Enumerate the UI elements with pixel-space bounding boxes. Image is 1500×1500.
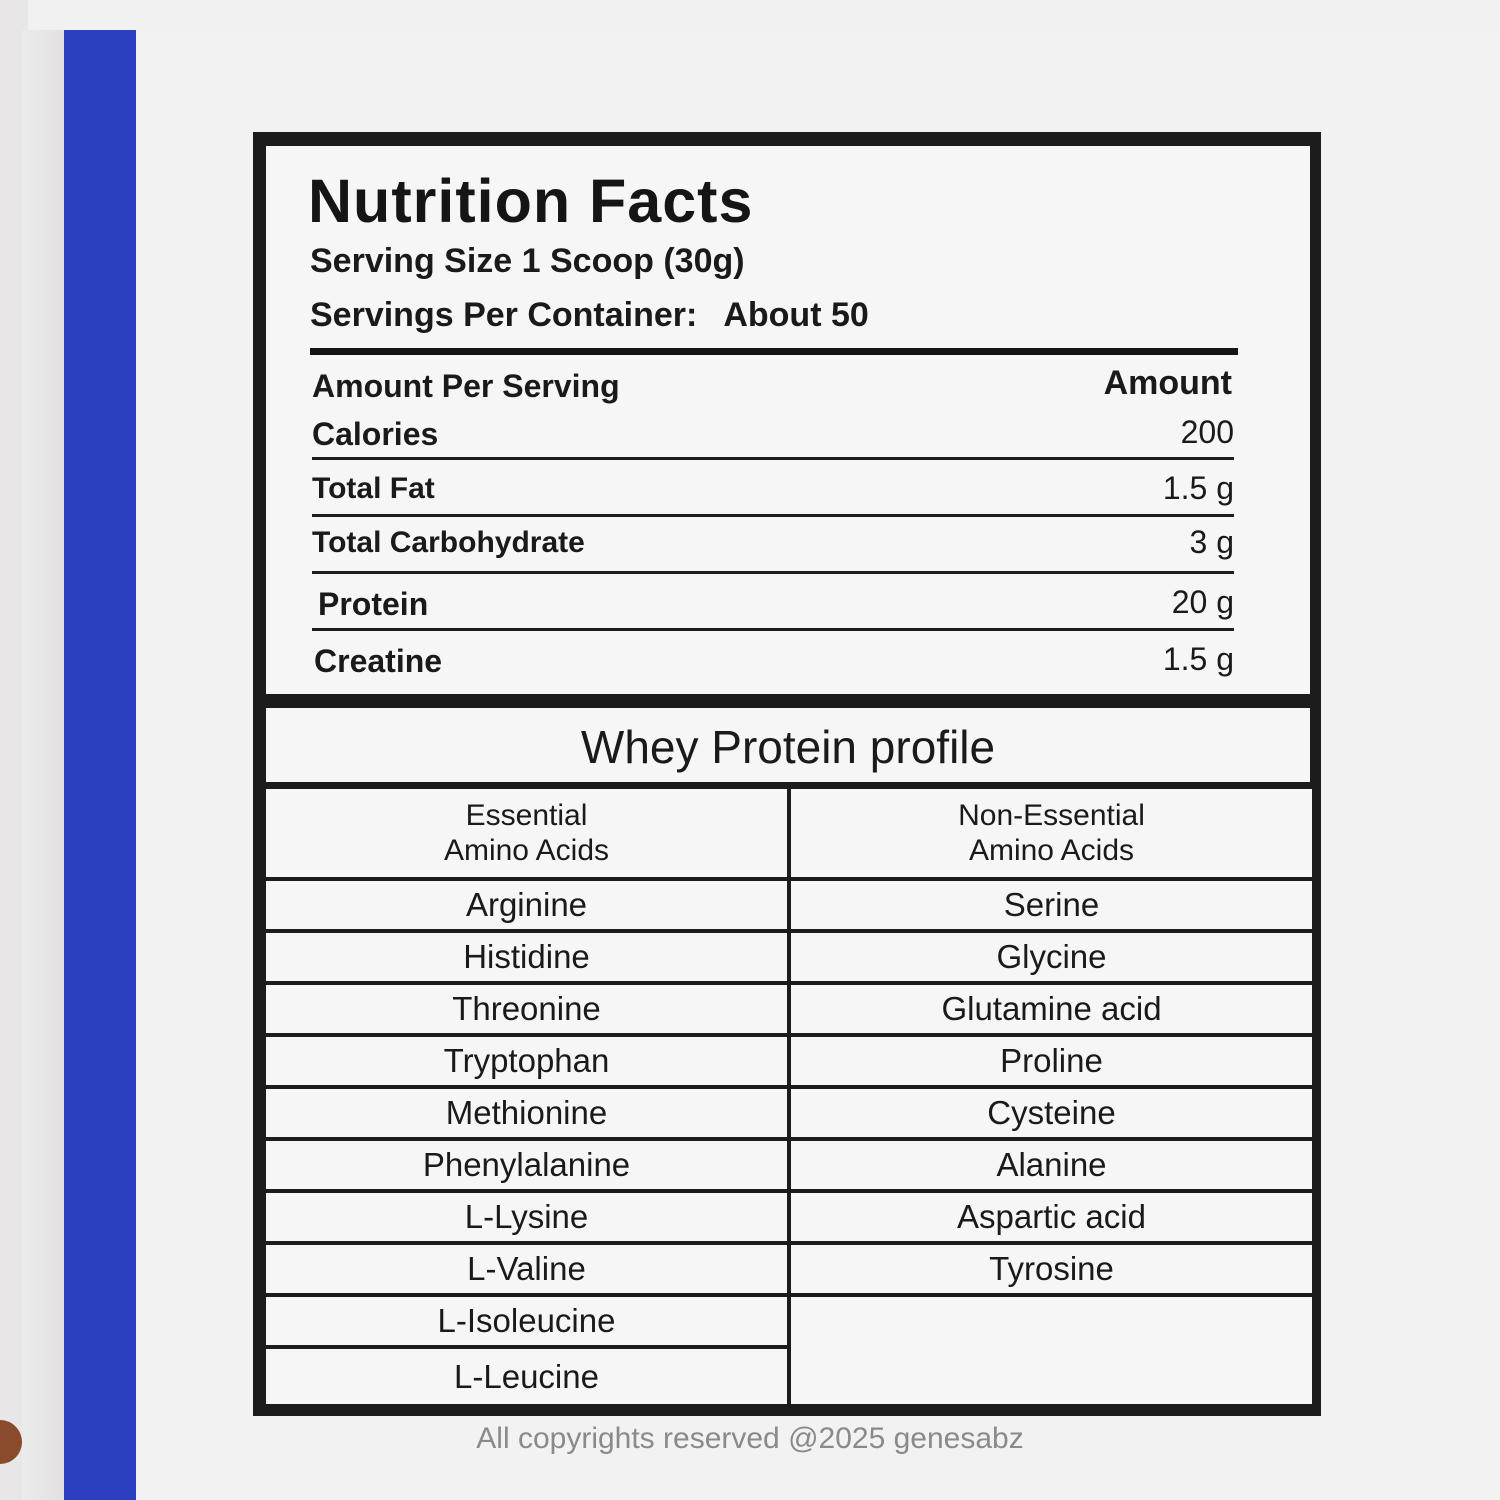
- nutrient-value: 3 g: [1189, 524, 1234, 560]
- amount-column-header: Amount: [1103, 364, 1232, 402]
- amino-acid-cell: Proline: [791, 1037, 1312, 1085]
- essential-header-line1: Essential: [465, 799, 588, 832]
- nutrition-facts-box: Nutrition Facts Serving Size 1 Scoop (30…: [266, 146, 1310, 694]
- divider: [312, 514, 1234, 517]
- amino-acid-cell: L-Isoleucine: [266, 1297, 787, 1345]
- thick-divider: [310, 348, 1238, 355]
- nonessential-header-line2: Amino Acids: [968, 834, 1135, 867]
- essential-header-line2: Amino Acids: [443, 834, 610, 867]
- nutrient-row-protein: Protein 20 g: [312, 580, 1234, 630]
- nutrition-title: Nutrition Facts: [308, 167, 754, 235]
- amount-per-serving-label: Amount Per Serving: [312, 368, 620, 404]
- amino-acid-cell: Tryptophan: [266, 1037, 787, 1085]
- amino-acid-cell: Aspartic acid: [791, 1193, 1312, 1241]
- divider: [312, 457, 1234, 460]
- amino-acid-cell: Alanine: [791, 1141, 1312, 1189]
- nonessential-header-line1: Non-Essential: [958, 799, 1145, 832]
- nutrient-row-total-fat: Total Fat 1.5 g: [312, 466, 1234, 516]
- servings-per-container: Servings Per Container: About 50: [310, 296, 869, 335]
- nutrient-value: 200: [1180, 414, 1234, 450]
- amino-acid-cell: Serine: [791, 881, 1312, 929]
- package-side-shadow: [22, 30, 66, 1500]
- empty-cell: [791, 1297, 1312, 1404]
- nutrient-label: Protein: [318, 586, 429, 622]
- edge-object: [0, 1420, 22, 1464]
- amino-acid-cell: Histidine: [266, 933, 787, 981]
- amino-acid-cell: Arginine: [266, 881, 787, 929]
- nutrient-row-calories: Calories 200: [312, 410, 1234, 460]
- amino-acid-cell: L-Leucine: [266, 1349, 787, 1404]
- amino-acid-cell: L-Lysine: [266, 1193, 787, 1241]
- blue-side-stripe: [64, 30, 136, 1500]
- servings-per-container-value: About 50: [723, 296, 869, 334]
- nutrient-label: Creatine: [314, 643, 443, 679]
- amino-acid-cell: Cysteine: [791, 1089, 1312, 1137]
- nonessential-header: Non-Essential Amino Acids: [791, 789, 1312, 877]
- amino-acid-cell: L-Valine: [266, 1245, 787, 1293]
- amino-acid-cell: Tyrosine: [791, 1245, 1312, 1293]
- profile-title: Whey Protein profile: [580, 721, 996, 773]
- essential-header: Essential Amino Acids: [266, 789, 787, 877]
- serving-size: Serving Size 1 Scoop (30g): [310, 242, 745, 280]
- nutrient-value: 1.5 g: [1162, 641, 1234, 677]
- servings-per-container-label: Servings Per Container:: [310, 296, 698, 334]
- nutrient-label: Calories: [312, 416, 439, 452]
- amino-acid-cell: Phenylalanine: [266, 1141, 787, 1189]
- amino-acid-cell: Threonine: [266, 985, 787, 1033]
- profile-header-box: Whey Protein profile: [266, 708, 1310, 782]
- nutrient-row-creatine: Creatine 1.5 g: [312, 637, 1234, 687]
- nutrient-value: 20 g: [1171, 584, 1234, 620]
- amino-acid-cell: Methionine: [266, 1089, 787, 1137]
- amino-acid-cell: Glycine: [791, 933, 1312, 981]
- divider: [312, 571, 1234, 574]
- amino-acid-cell: Glutamine acid: [791, 985, 1312, 1033]
- nutrient-row-total-carbohydrate: Total Carbohydrate 3 g: [312, 520, 1234, 570]
- divider: [312, 628, 1234, 631]
- nutrient-label: Total Fat: [312, 472, 435, 505]
- nutrient-label: Total Carbohydrate: [312, 526, 585, 559]
- copyright-footer: All copyrights reserved @2025 genesabz: [476, 1422, 1024, 1455]
- nutrient-value: 1.5 g: [1162, 470, 1234, 506]
